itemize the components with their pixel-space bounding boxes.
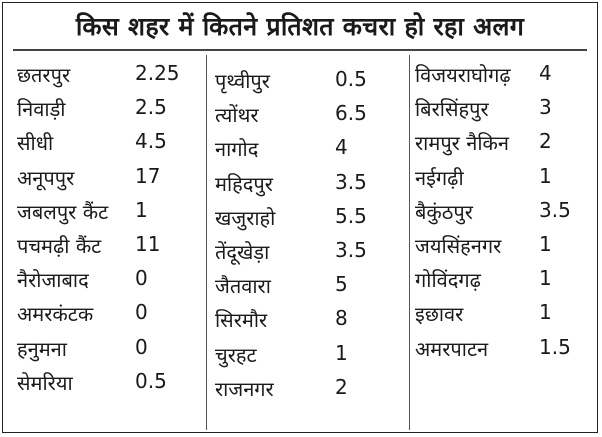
table-row: बैकुंठपुर 3.5 [415, 196, 593, 230]
percent-value: 0 [135, 334, 148, 359]
city-name: त्योंथर [215, 103, 259, 128]
city-name: राजनगर [215, 376, 274, 401]
city-name: निवाड़ी [17, 97, 66, 122]
city-name: हनुमना [17, 336, 67, 361]
table-row: हनुमना 0 [17, 333, 197, 367]
city-name: पृथ्वीपुर [215, 69, 270, 93]
percent-value: 3 [539, 95, 552, 120]
table-row: त्योंथर 6.5 [215, 99, 395, 133]
table-row: अमरपाटन 1.5 [415, 333, 593, 367]
table-row: नागोद 4 [215, 133, 395, 167]
table-row: सीधी 4.5 [17, 127, 197, 161]
table-row: खजुराहो 5.5 [215, 202, 395, 236]
percent-value: 0 [135, 300, 148, 325]
city-name: सेमरिया [17, 370, 73, 395]
city-name: महिदपुर [215, 171, 273, 196]
table-row: पृथ्वीपुर 0.5 [215, 65, 395, 99]
column-divider-2 [409, 55, 410, 430]
percent-value: 0.5 [135, 368, 167, 393]
percent-value: 2 [335, 374, 348, 399]
city-name: अमरकंटक [17, 302, 94, 327]
percent-value: 2 [539, 129, 552, 154]
table-row: जैतवारा 5 [215, 270, 395, 304]
percent-value: 4.5 [135, 129, 167, 154]
city-name: गोविंदगढ़ [415, 268, 481, 293]
city-name: अमरपाटन [415, 336, 489, 361]
city-name: चुरहट [215, 342, 257, 367]
percent-value: 8 [335, 306, 348, 331]
percent-value: 6.5 [335, 101, 367, 126]
percent-value: 2.5 [135, 95, 167, 120]
table-row: सिरमौर 8 [215, 304, 395, 338]
table-row: बिरसिंहपुर 3 [415, 93, 593, 127]
percent-value: 1.5 [539, 334, 571, 359]
city-name: विजयराघोगढ़ [415, 63, 511, 87]
percent-value: 1 [539, 163, 552, 188]
percent-value: 0.5 [335, 67, 367, 91]
table-row: चुरहट 1 [215, 339, 395, 373]
table-row: जयसिंहनगर 1 [415, 230, 593, 264]
table-row: रामपुर नैकिन 2 [415, 127, 593, 161]
table-column-1: छतरपुर 2.25 निवाड़ी 2.5 सीधी 4.5 अनूपपुर 17 जबलप… [17, 59, 197, 401]
city-name: रामपुर नैकिन [415, 131, 509, 156]
table-row: अमरकंटक 0 [17, 298, 197, 332]
percent-value: 11 [135, 231, 161, 256]
percent-value: 3.5 [335, 237, 367, 262]
table-row: अनूपपुर 17 [17, 162, 197, 196]
table-row: सेमरिया 0.5 [17, 367, 197, 401]
percent-value: 1 [335, 340, 348, 365]
city-name: जयसिंहनगर [415, 233, 502, 258]
infographic-frame: किस शहर में कितने प्रतिशत कचरा हो रहा अल… [2, 2, 598, 433]
table-column-2: पृथ्वीपुर 0.5 त्योंथर 6.5 नागोद 4 महिदपुर 3.5 खज… [215, 65, 395, 407]
city-name: खजुराहो [215, 205, 276, 230]
city-name: बिरसिंहपुर [415, 97, 489, 122]
city-name: तेंदूखेड़ा [215, 239, 270, 264]
table-row: इछावर 1 [415, 298, 593, 332]
percent-value: 17 [135, 163, 161, 188]
table-row: छतरपुर 2.25 [17, 59, 197, 93]
column-divider-1 [206, 55, 207, 430]
city-name: नईगढ़ी [415, 165, 464, 190]
percent-value: 4 [539, 61, 552, 85]
city-name: नागोद [215, 137, 259, 162]
table-column-3: विजयराघोगढ़ 4 बिरसिंहपुर 3 रामपुर नैकिन 2 नईगढ… [415, 59, 593, 367]
city-name: छतरपुर [17, 63, 71, 87]
city-name: सिरमौर [215, 308, 268, 333]
city-name: अनूपपुर [17, 165, 75, 190]
percent-value: 0 [135, 266, 148, 291]
title-divider [13, 49, 587, 51]
table-row: निवाड़ी 2.5 [17, 93, 197, 127]
table-row: नैरोजाबाद 0 [17, 264, 197, 298]
percent-value: 5 [335, 272, 348, 297]
percent-value: 5.5 [335, 203, 367, 228]
table-row: विजयराघोगढ़ 4 [415, 59, 593, 93]
percent-value: 1 [539, 300, 552, 325]
table-row: नईगढ़ी 1 [415, 162, 593, 196]
city-name: पचमढ़ी कैंट [17, 233, 102, 258]
table-row: राजनगर 2 [215, 373, 395, 407]
page-title: किस शहर में कितने प्रतिशत कचरा हो रहा अल… [75, 12, 525, 41]
percent-value: 2.25 [135, 61, 180, 85]
city-name: बैकुंठपुर [415, 199, 473, 224]
percent-value: 3.5 [335, 169, 367, 194]
percent-value: 1 [539, 231, 552, 256]
table-row: तेंदूखेड़ा 3.5 [215, 236, 395, 270]
percent-value: 1 [135, 197, 148, 222]
city-name: नैरोजाबाद [17, 268, 89, 293]
city-name: सीधी [17, 131, 54, 156]
city-name: इछावर [415, 302, 464, 327]
table-row: गोविंदगढ़ 1 [415, 264, 593, 298]
percent-value: 4 [335, 135, 348, 160]
table-row: पचमढ़ी कैंट 11 [17, 230, 197, 264]
city-name: जबलपुर कैंट [17, 199, 109, 224]
percent-value: 3.5 [539, 197, 571, 222]
table-row: जबलपुर कैंट 1 [17, 196, 197, 230]
city-name: जैतवारा [215, 274, 271, 299]
percent-value: 1 [539, 266, 552, 291]
table-row: महिदपुर 3.5 [215, 168, 395, 202]
